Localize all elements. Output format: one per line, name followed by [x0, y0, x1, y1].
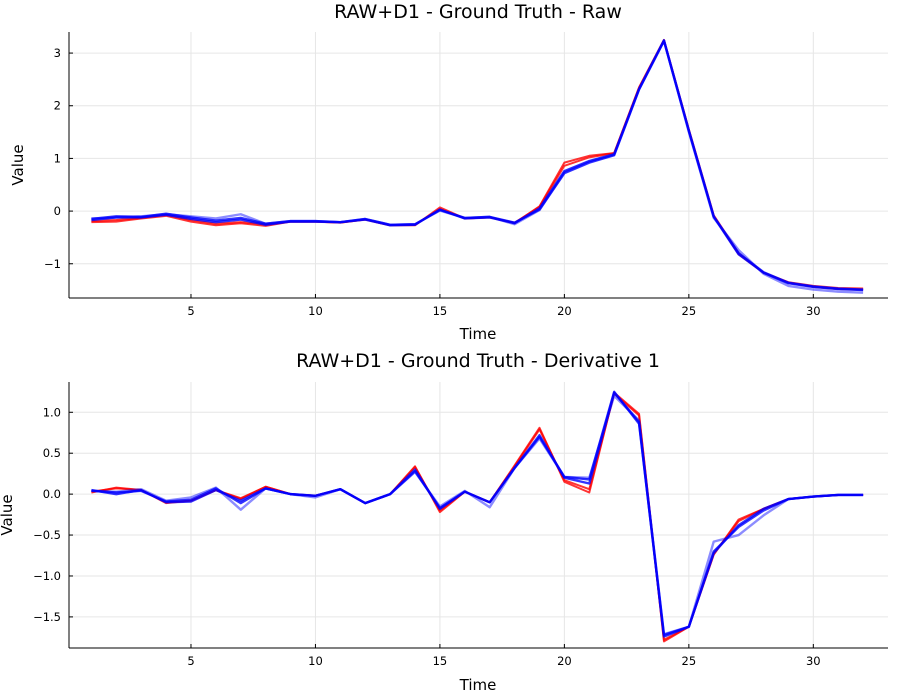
- x-tick-label: 25: [682, 654, 697, 668]
- x-tick-label: 5: [187, 654, 194, 668]
- series-line-5-raw: [91, 39, 864, 294]
- x-tick-label: 10: [308, 304, 323, 318]
- x-axis-label-derivative: Time: [459, 676, 497, 694]
- y-ticks-derivative: −1.5 −1.0 −0.5 0.0 0.5 1.0: [33, 405, 73, 624]
- y-tick-label: 0.5: [43, 446, 61, 460]
- y-tick-label: 1: [54, 151, 61, 165]
- y-tick-label: 1.0: [43, 405, 61, 419]
- x-tick-label: 15: [433, 654, 448, 668]
- panel-raw: RAW+D1 - Ground Truth - Raw 5 10 15 20 25 30 …: [9, 1, 888, 343]
- y-tick-label: 2: [54, 99, 61, 113]
- series-line-4-derivative: [91, 390, 864, 637]
- panel-derivative: RAW+D1 - Ground Truth - Derivative 1 5 10…: [0, 350, 888, 694]
- x-tick-label: 20: [557, 654, 572, 668]
- series-line-2-derivative: [91, 392, 864, 641]
- y-ticks-raw: −1 0 1 2 3: [44, 46, 73, 271]
- chart-title-derivative: RAW+D1 - Ground Truth - Derivative 1: [296, 350, 660, 372]
- series-line-2-raw: [91, 39, 864, 291]
- y-tick-label: 3: [54, 46, 61, 60]
- chart-title-raw: RAW+D1 - Ground Truth - Raw: [334, 1, 622, 23]
- x-tick-label: 20: [557, 304, 572, 318]
- x-tick-label: 15: [433, 304, 448, 318]
- series-line-1-raw: [91, 38, 864, 290]
- series-line-3-raw: [91, 39, 864, 291]
- grid-raw: [69, 32, 888, 298]
- x-tick-label: 30: [806, 654, 821, 668]
- series-line-3-derivative: [91, 391, 864, 638]
- series-lines-derivative: [91, 390, 864, 643]
- x-axis-label-raw: Time: [459, 325, 497, 343]
- x-tick-label: 30: [806, 304, 821, 318]
- y-tick-label: 0: [54, 204, 61, 218]
- y-tick-label: 0.0: [43, 487, 61, 501]
- y-tick-label: −1.0: [33, 569, 61, 583]
- series-line-4-raw: [91, 39, 864, 292]
- x-tick-label: 5: [187, 304, 194, 318]
- y-axis-label-raw: Value: [9, 144, 27, 185]
- series-lines-raw: [91, 38, 864, 294]
- x-ticks-derivative: 5 10 15 20 25 30: [187, 644, 821, 668]
- y-axis-label-derivative: Value: [0, 494, 16, 535]
- series-line-5-derivative: [91, 394, 864, 636]
- y-tick-label: −1: [44, 257, 61, 271]
- y-tick-label: −0.5: [33, 528, 61, 542]
- x-ticks-raw: 5 10 15 20 25 30: [187, 294, 821, 318]
- y-tick-label: −1.5: [33, 610, 61, 624]
- x-tick-label: 25: [682, 304, 697, 318]
- x-tick-label: 10: [308, 654, 323, 668]
